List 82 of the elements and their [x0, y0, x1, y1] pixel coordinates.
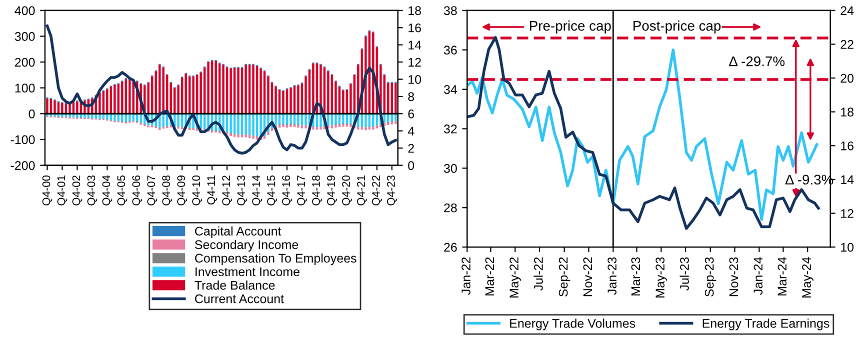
x-tick-label: Q4-23: [387, 176, 397, 206]
x-tick-label: Jan-24: [754, 257, 763, 295]
x-tick-label: Mar-23: [631, 257, 640, 296]
y2-tick-label: 2: [408, 144, 414, 153]
x-tick-label: Nov-23: [729, 257, 738, 296]
x-tick-label: Q4-22: [372, 176, 382, 206]
x-tick-label: Q4-08: [162, 176, 172, 206]
y-tick-label: 34: [444, 85, 458, 94]
x-tick-label: Mar-24: [778, 257, 787, 296]
x-tick-label: Q4-13: [237, 176, 248, 206]
x-tick-label: Jan-23: [608, 257, 616, 295]
y-tick-label: 36: [444, 46, 457, 55]
x-tick-label: Q4-19: [327, 176, 337, 206]
x-tick-label: Sep-23: [704, 257, 716, 297]
y-tick-label: 26: [444, 242, 457, 252]
y-tick-label: -100: [10, 135, 35, 144]
x-tick-label: May-22: [510, 257, 521, 298]
y2-tick-label: 16: [841, 141, 854, 150]
y2-tick-label: 14: [408, 40, 422, 50]
y-tick-label: 32: [444, 124, 457, 134]
y-tick-label: 0: [28, 109, 35, 118]
legend-label: Current Account: [195, 294, 284, 304]
x-tick-label: Mar-22: [485, 257, 494, 296]
y2-tick-label: 8: [408, 92, 414, 102]
y2-tick-label: 12: [408, 58, 421, 67]
legend-label: Secondary Income: [194, 240, 298, 252]
y-tick-label: 38: [444, 6, 457, 16]
legend-label: Capital Account: [195, 226, 282, 238]
x-tick-label: Q4-15: [267, 175, 277, 206]
x-tick-label: Q4-09: [177, 176, 188, 206]
y2-tick-label: 24: [840, 6, 854, 15]
y2-tick-label: 4: [408, 126, 414, 136]
y-tick-label: 200: [15, 58, 35, 67]
x-tick-label: Q4-11: [207, 176, 218, 205]
x-tick-label: Nov-22: [583, 257, 592, 296]
y2-tick-label: 20: [840, 74, 854, 83]
x-tick-label: Q4-20: [342, 175, 352, 206]
y2-tick-label: 16: [408, 23, 421, 32]
x-tick-label: May-24: [802, 257, 814, 298]
x-tick-label: Q4-18: [312, 176, 322, 206]
x-tick-label: Q4-12: [222, 176, 232, 206]
y-tick-label: 400: [14, 6, 35, 16]
x-tick-label: May-23: [656, 257, 667, 298]
y2-tick-label: 6: [408, 109, 414, 118]
y2-tick-label: 14: [841, 175, 854, 184]
x-tick-label: Jan-22: [462, 257, 470, 295]
x-tick-label: Q4-04: [102, 175, 112, 206]
y2-tick-label: 18: [841, 108, 854, 117]
y2-tick-label: 0: [408, 161, 414, 170]
x-tick-label: Q4-07: [147, 176, 158, 206]
x-tick-label: Q4-03: [87, 176, 98, 206]
x-tick-label: Q4-05: [117, 175, 128, 206]
y-tick-label: 300: [14, 32, 35, 41]
legend-label: Energy Trade Earnings: [702, 318, 830, 330]
x-tick-label: Q4-00: [42, 175, 52, 206]
x-tick-label: Q4-14: [252, 175, 262, 206]
y-tick-label: 100: [15, 84, 35, 93]
x-tick-label: Jul-22: [534, 257, 543, 291]
y2-tick-label: 22: [840, 40, 854, 49]
legend-label: Energy Trade Volumes: [510, 318, 636, 330]
legend-label: Trade Balance: [194, 280, 275, 290]
y-tick-label: -200: [10, 161, 35, 170]
x-tick-label: Jul-23: [680, 257, 689, 291]
x-tick-label: Q4-10: [192, 175, 202, 206]
y-tick-label: 28: [444, 203, 457, 212]
x-tick-label: Q4-02: [72, 176, 82, 206]
x-tick-label: Q4-06: [132, 176, 142, 206]
x-tick-label: Q4-17: [297, 176, 307, 206]
y2-tick-label: 12: [841, 209, 854, 218]
y2-tick-label: 10: [841, 242, 854, 252]
annotation: Pre-price cap: [530, 20, 611, 34]
legend-label: Compensation To Employees: [195, 253, 356, 266]
y2-tick-label: 10: [408, 75, 422, 84]
x-tick-label: Sep-22: [558, 257, 570, 297]
annotation: Post-price cap: [634, 20, 721, 34]
y-tick-label: 30: [444, 164, 457, 173]
x-tick-label: Q4-16: [282, 176, 292, 206]
annotation: Δ -29.7%: [729, 56, 785, 66]
y2-tick-label: 18: [408, 6, 421, 16]
x-tick-label: Q4-01: [57, 176, 68, 206]
legend-label: Investment Income: [196, 267, 300, 276]
x-tick-label: Q4-21: [357, 176, 367, 206]
